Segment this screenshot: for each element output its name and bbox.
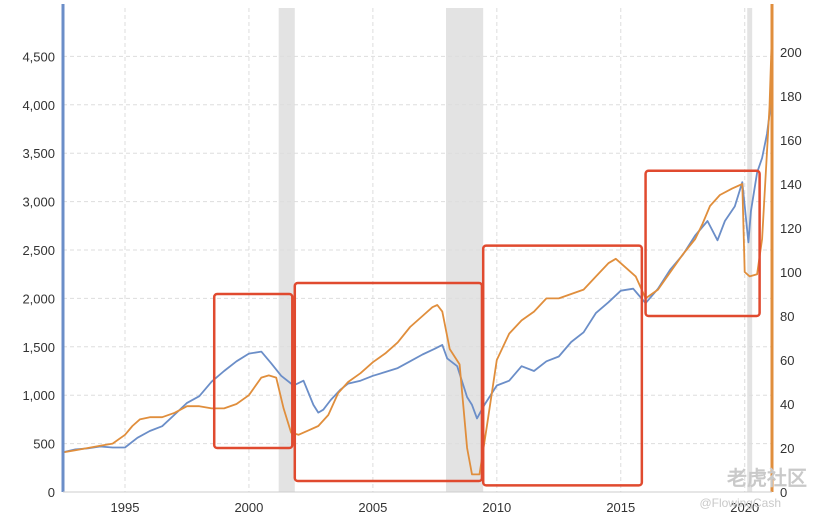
highlight-boxes xyxy=(212,169,761,487)
series-line-left xyxy=(62,85,773,454)
right-tick-label: 140 xyxy=(780,177,802,192)
right-tick-label: 120 xyxy=(780,221,802,236)
right-tick-label: 0 xyxy=(780,485,787,500)
left-tick-label: 2,000 xyxy=(22,291,55,306)
watermark-handle: @FlowingCash xyxy=(699,496,781,510)
x-tick-label: 2005 xyxy=(358,500,387,515)
left-tick-label: 1,000 xyxy=(22,388,55,403)
right-tick-label: 160 xyxy=(780,133,802,148)
right-tick-label: 20 xyxy=(780,441,794,456)
series-line-right xyxy=(62,29,773,476)
x-tick-label: 2020 xyxy=(730,500,759,515)
right-axis-tick-labels: 0 20 40 60 80 100 120 140 160 180 200 xyxy=(780,45,802,500)
x-tick-label: 2015 xyxy=(606,500,635,515)
x-tick-label: 2000 xyxy=(234,500,263,515)
right-tick-label: 60 xyxy=(780,353,794,368)
right-tick-label: 80 xyxy=(780,309,794,324)
highlight-box-0 xyxy=(212,292,294,450)
left-tick-label: 4,000 xyxy=(22,98,55,113)
x-tick-label: 1995 xyxy=(111,500,140,515)
right-tick-label: 40 xyxy=(780,397,794,412)
left-tick-label: 3,000 xyxy=(22,195,55,210)
gridlines xyxy=(63,8,772,492)
highlight-box-3 xyxy=(644,169,761,318)
right-tick-label: 180 xyxy=(780,89,802,104)
right-tick-label: 100 xyxy=(780,265,802,280)
right-tick-label: 200 xyxy=(780,45,802,60)
left-axis-tick-labels: 0 500 1,000 1,500 2,000 2,500 3,000 3,500 4,000 4… xyxy=(22,49,55,500)
left-tick-label: 3,500 xyxy=(22,146,55,161)
x-tick-label: 2010 xyxy=(482,500,511,515)
watermark-brand: 老虎社区 xyxy=(727,468,807,490)
series-lines xyxy=(62,29,773,476)
left-tick-label: 0 xyxy=(48,485,55,500)
shaded-period-0 xyxy=(278,8,295,492)
axes xyxy=(61,4,774,493)
left-tick-label: 500 xyxy=(33,437,55,452)
left-tick-label: 4,500 xyxy=(22,49,55,64)
x-axis-tick-labels: 1995 2000 2005 2010 2015 2020 xyxy=(111,500,760,515)
left-tick-label: 1,500 xyxy=(22,340,55,355)
highlight-box-2 xyxy=(481,244,644,487)
left-tick-label: 2,500 xyxy=(22,243,55,258)
